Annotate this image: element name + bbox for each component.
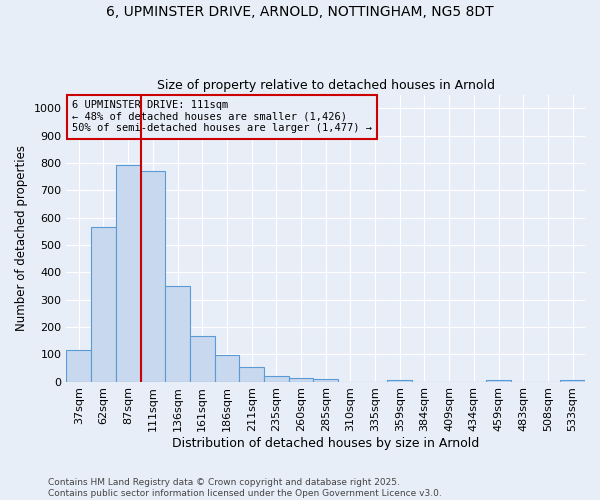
Title: Size of property relative to detached houses in Arnold: Size of property relative to detached ho…: [157, 79, 495, 92]
Text: Contains HM Land Registry data © Crown copyright and database right 2025.
Contai: Contains HM Land Registry data © Crown c…: [48, 478, 442, 498]
Bar: [486, 380, 511, 382]
Bar: [215, 355, 239, 382]
Bar: [264, 376, 289, 382]
Bar: [165, 286, 190, 382]
Bar: [116, 165, 140, 382]
X-axis label: Distribution of detached houses by size in Arnold: Distribution of detached houses by size …: [172, 437, 479, 450]
Bar: [289, 378, 313, 382]
Y-axis label: Number of detached properties: Number of detached properties: [15, 145, 28, 331]
Bar: [560, 380, 585, 382]
Bar: [239, 367, 264, 382]
Bar: [388, 380, 412, 382]
Text: 6, UPMINSTER DRIVE, ARNOLD, NOTTINGHAM, NG5 8DT: 6, UPMINSTER DRIVE, ARNOLD, NOTTINGHAM, …: [106, 5, 494, 19]
Bar: [91, 227, 116, 382]
Bar: [67, 350, 91, 382]
Bar: [313, 379, 338, 382]
Bar: [190, 336, 215, 382]
Bar: [140, 171, 165, 382]
Text: 6 UPMINSTER DRIVE: 111sqm
← 48% of detached houses are smaller (1,426)
50% of se: 6 UPMINSTER DRIVE: 111sqm ← 48% of detac…: [72, 100, 372, 134]
